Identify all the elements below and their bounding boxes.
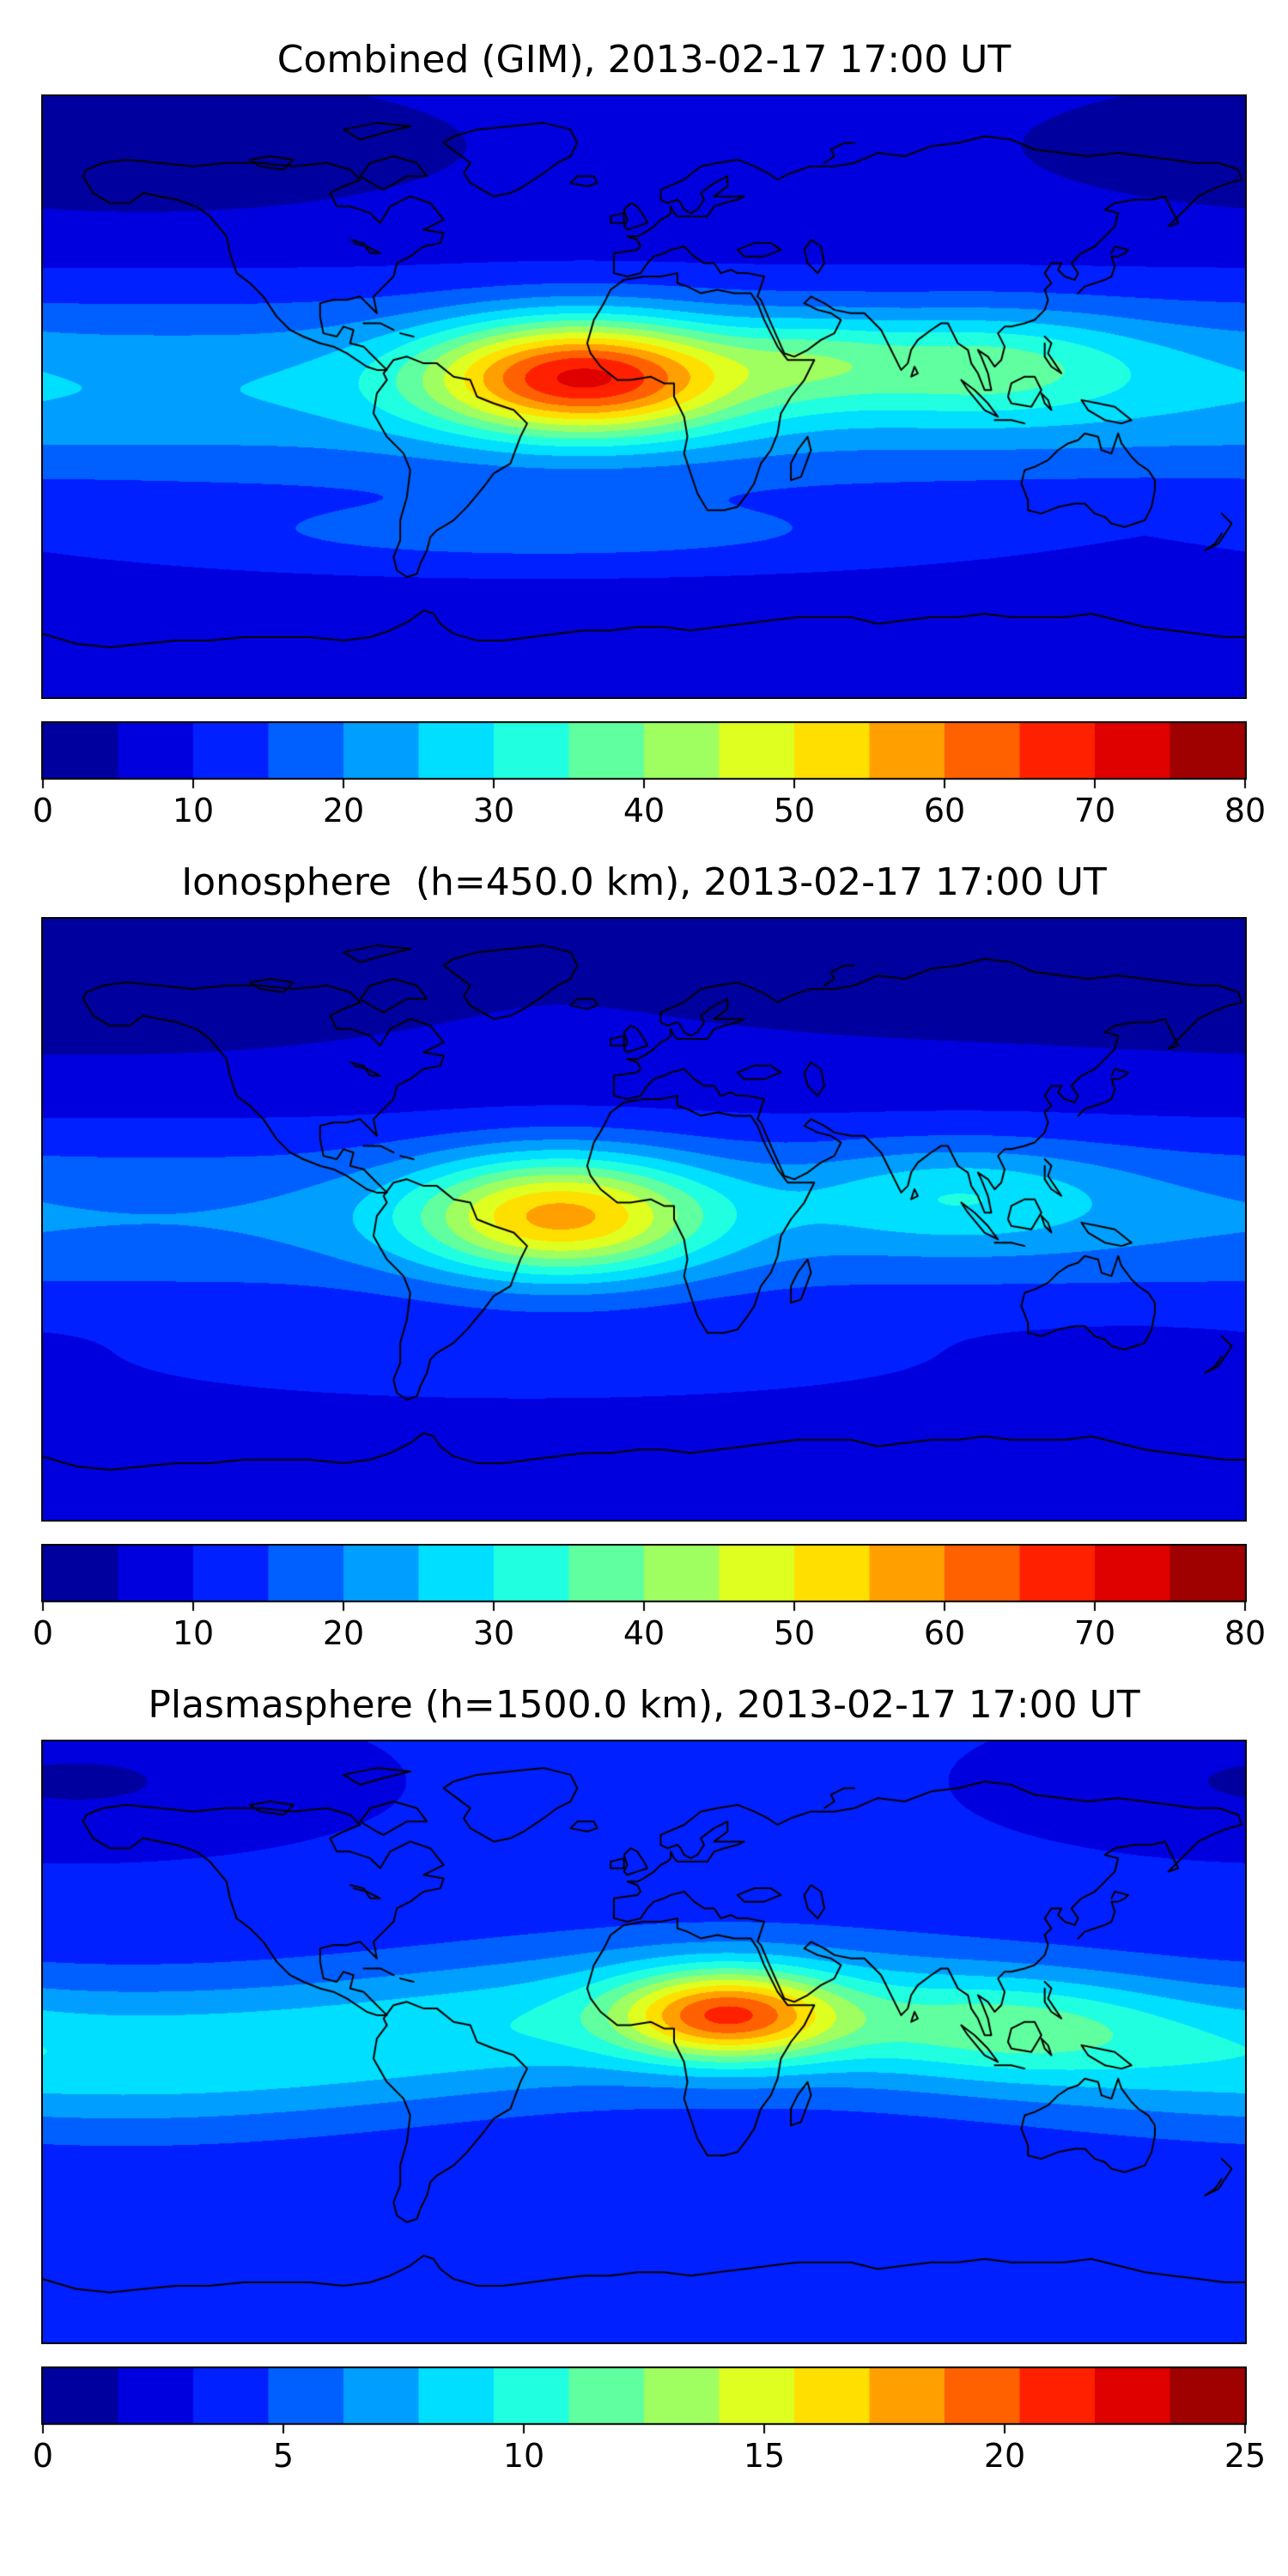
colorbar-tick-label: 25 [1224,2437,1267,2475]
colorbar-canvas-plasmasphere [41,2366,1247,2435]
colorbar-tick-label: 30 [472,792,515,829]
colorbar-tick-label: 0 [32,792,54,829]
colorbar-tick-label: 5 [272,2437,295,2475]
colorbar-tick-label: 70 [1073,792,1116,829]
colorbar-tick-labels-ionosphere: 0 10 20 30 40 50 60 70 80 [33,1614,1266,1657]
panel-title-combined: Combined (GIM), 2013-02-17 17:00 UT [276,38,1012,82]
colorbar-tick-label: 20 [322,1614,365,1652]
panel-ionosphere: Ionosphere (h=450.0 km), 2013-02-17 17:0… [33,859,1266,1657]
colorbar-canvas-combined [41,721,1247,790]
world-map-plasmasphere [41,1740,1247,2344]
colorbar-tick-labels-plasmasphere: 0 5 10 15 20 25 [33,2437,1266,2480]
colorbar-tick-label: 10 [172,792,215,829]
colorbar-tick-labels-combined: 0 10 20 30 40 50 60 70 80 [33,792,1266,835]
colorbar-tick-label: 20 [322,792,365,829]
colorbar-tick-label: 40 [623,792,665,829]
world-map-combined [41,94,1247,699]
panel-combined-gim: Combined (GIM), 2013-02-17 17:00 UT 0 10 2… [33,36,1266,835]
colorbar-tick-label: 10 [502,2437,545,2475]
colorbar-canvas-ionosphere [41,1544,1247,1613]
colorbar-tick-label: 80 [1224,792,1267,829]
colorbar-tick-label: 10 [172,1614,215,1652]
tec-maps-figure: Combined (GIM), 2013-02-17 17:00 UT 0 10 2… [33,36,1266,2480]
colorbar-tick-label: 60 [923,792,966,829]
colorbar-tick-label: 30 [472,1614,515,1652]
colorbar-tick-label: 0 [32,1614,54,1652]
colorbar-tick-label: 40 [623,1614,665,1652]
colorbar-tick-label: 50 [773,1614,816,1652]
colorbar-combined: 0 10 20 30 40 50 60 70 80 [33,721,1266,835]
world-map-ionosphere [41,917,1247,1522]
panel-title-ionosphere: Ionosphere (h=450.0 km), 2013-02-17 17:0… [181,860,1107,904]
colorbar-plasmasphere: 0 5 10 15 20 25 [33,2366,1266,2480]
colorbar-tick-label: 15 [743,2437,786,2475]
colorbar-ionosphere: 0 10 20 30 40 50 60 70 80 [33,1544,1266,1657]
colorbar-tick-label: 80 [1224,1614,1267,1652]
colorbar-tick-label: 60 [923,1614,966,1652]
panel-title-plasmasphere: Plasmasphere (h=1500.0 km), 2013-02-17 1… [148,1683,1140,1727]
colorbar-tick-label: 20 [983,2437,1026,2475]
panel-plasmasphere: Plasmasphere (h=1500.0 km), 2013-02-17 1… [33,1681,1266,2480]
colorbar-tick-label: 70 [1073,1614,1116,1652]
colorbar-tick-label: 0 [32,2437,54,2475]
colorbar-tick-label: 50 [773,792,816,829]
